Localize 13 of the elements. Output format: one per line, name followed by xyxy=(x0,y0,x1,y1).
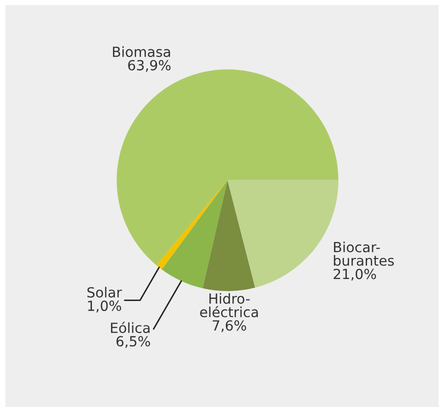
slice-label: Biocar- burantes xyxy=(334,242,394,266)
data-label: 6,5% xyxy=(116,336,150,348)
pie-slice xyxy=(162,180,228,288)
pie-slice xyxy=(202,180,256,292)
data-label: 1,0% xyxy=(88,300,122,312)
data-label: 7,6% xyxy=(212,320,246,332)
slice-label: Solar xyxy=(87,286,122,298)
data-label: 21,0% xyxy=(334,268,376,281)
slice-label: Hidro- eléctrica xyxy=(200,293,258,318)
slice-label: Biomasa xyxy=(112,46,170,58)
data-label: 63,9% xyxy=(128,60,171,72)
pie-slice xyxy=(156,180,228,270)
slice-label: Eólica xyxy=(111,322,150,334)
